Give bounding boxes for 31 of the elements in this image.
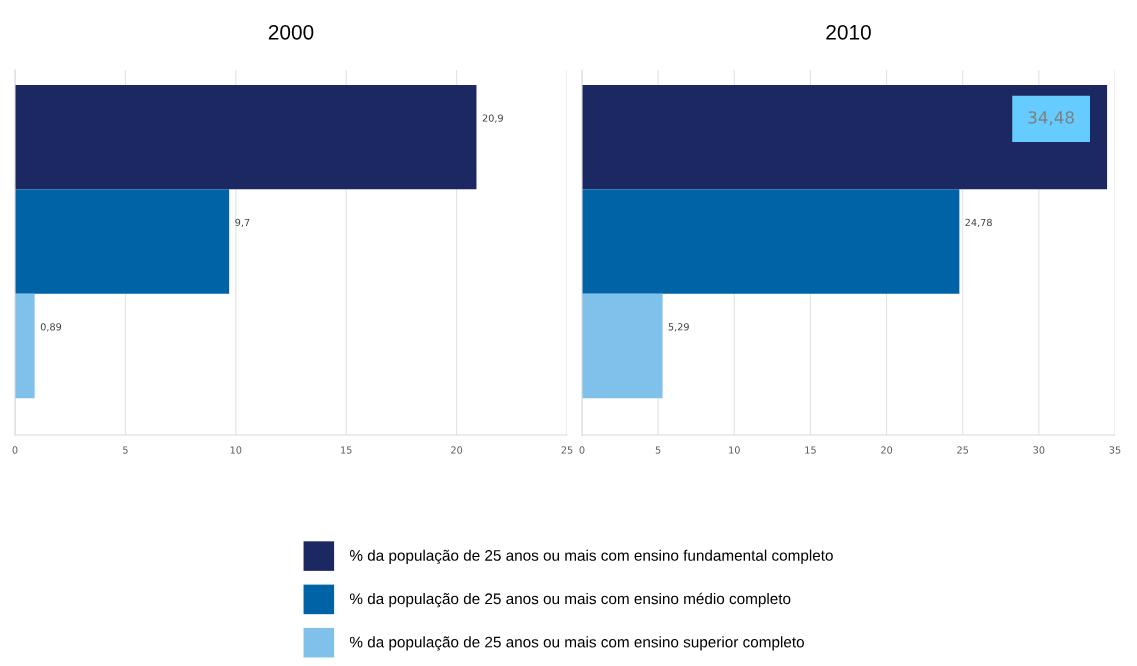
chart-title: 2000 [268,24,314,40]
x-tick-label: 10 [230,446,242,454]
data-label: 5,29 [668,323,689,332]
x-tick-label: 15 [805,446,816,454]
x-tick-label: 20 [881,446,893,454]
bar [15,84,477,190]
x-tick-label: 10 [729,446,740,454]
x-tick-label: 25 [957,446,969,454]
bar [582,84,1108,190]
x-tick-label: 0 [579,446,585,454]
data-label: 9,7 [235,218,250,228]
data-label: 24,78 [965,218,992,228]
x-tick-label: 35 [1109,446,1121,454]
legend-label: % da população de 25 anos ou mais com ensino fundamental completo [349,549,833,564]
x-tick-label: 0 [12,446,18,454]
legend-label: % da população de 25 anos ou mais com ensino médio completo [349,592,791,608]
data-label: 0,89 [40,323,62,332]
x-tick-label: 5 [123,446,128,454]
x-tick-label: 5 [655,446,661,454]
bar [15,293,35,399]
bar [582,189,960,294]
chart-title: 2010 [826,24,871,40]
x-tick-label: 15 [341,446,352,454]
legend-label: % da população de 25 anos ou mais com ensino superior completo [349,636,804,651]
data-label: 34,48 [1028,111,1074,126]
bar [15,189,230,294]
bar [582,293,663,399]
x-tick-label: 25 [561,446,573,454]
x-tick-label: 30 [1033,446,1045,454]
data-label: 20,9 [482,114,503,123]
x-tick-label: 20 [451,446,463,454]
